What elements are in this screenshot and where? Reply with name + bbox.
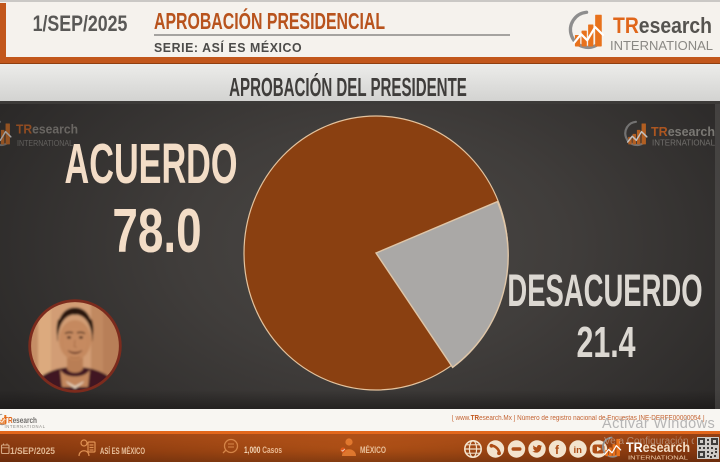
svg-text:TResearch: TResearch — [16, 122, 78, 137]
svg-text:ASÍ ES MÉXICO: ASÍ ES MÉXICO — [100, 446, 145, 457]
svg-text:TResearch: TResearch — [4, 415, 37, 425]
svg-text:INTERNATIONAL: INTERNATIONAL — [628, 456, 688, 462]
svg-text:MÉXICO: MÉXICO — [360, 445, 386, 456]
svg-text:f: f — [555, 443, 560, 457]
svg-text:1,000 Casos: 1,000 Casos — [244, 445, 282, 456]
svg-text:TResearch: TResearch — [613, 13, 712, 38]
svg-text:in: in — [574, 445, 583, 456]
svg-text:1/SEP/2025: 1/SEP/2025 — [10, 446, 56, 457]
svg-text:INTERNATIONAL: INTERNATIONAL — [652, 139, 716, 148]
svg-text:INTERNATIONAL: INTERNATIONAL — [610, 39, 713, 53]
svg-text:INTERNATIONAL: INTERNATIONAL — [5, 424, 46, 429]
svg-text:TResearch: TResearch — [626, 440, 690, 455]
svg-text:TResearch: TResearch — [651, 124, 715, 139]
svg-text:INTERNATIONAL: INTERNATIONAL — [17, 139, 73, 148]
